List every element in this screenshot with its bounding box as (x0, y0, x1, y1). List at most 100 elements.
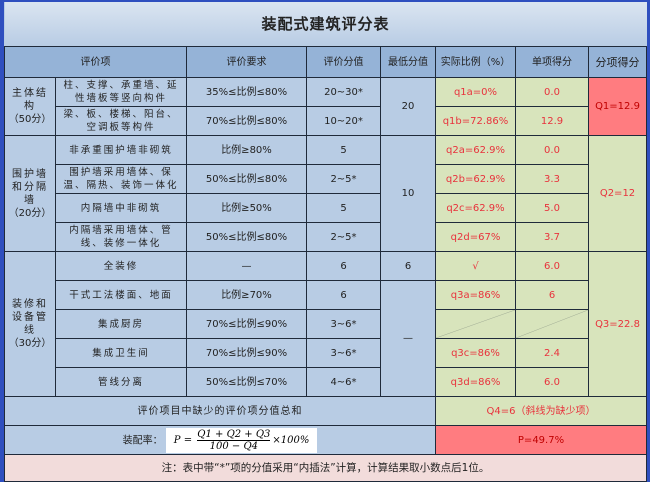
item-score: 3.7 (515, 222, 589, 252)
item-name: 全装修 (55, 251, 187, 281)
item-requirement: 50%≤比例≤70% (186, 367, 307, 397)
actual-ratio: √ (435, 251, 516, 281)
subtotal-score: Q2=12 (587, 135, 648, 252)
actual-ratio: q3c=86% (435, 338, 516, 368)
actual-ratio: q3a=86% (435, 280, 516, 310)
formula-suffix: ×100% (272, 434, 310, 446)
assembly-rate-formula: P = Q1 + Q2 + Q3 100 − Q4 ×100% (165, 427, 318, 453)
category-cell: 主体结构 （50分） (4, 77, 56, 136)
actual-ratio: q2a=62.9% (435, 135, 516, 165)
item-requirement: 50%≤比例≤80% (186, 222, 307, 252)
item-name: 干式工法楼面、地面 (55, 280, 187, 310)
item-requirement: 50%≤比例≤80% (186, 164, 307, 194)
table-row: 干式工法楼面、地面 比例≥70% 6— q3a=86% 6 (5, 280, 647, 397)
item-requirement: 比例≥80% (186, 135, 307, 165)
table-row: 围护墙和分隔墙 （20分） 非承重围护墙非砌筑 比例≥80% 5 10 q2a=62.9% 0… (4, 135, 648, 252)
missing-item-slash (435, 309, 516, 339)
header-min-score: 最低分值 (380, 46, 436, 78)
item-score-value: 6 (306, 251, 381, 281)
item-score: 12.9 (515, 106, 589, 136)
footnote: 注：表中带“*”项的分值采用“内插法”计算，计算结果取小数点后1位。 (3, 454, 648, 482)
formula-denominator: 100 − Q4 (209, 440, 259, 452)
item-name: 非承重围护墙非砌筑 (55, 135, 187, 165)
table-row: 集成卫生间 70%≤比例≤90% 3~6* q3c=86% 2.4 (5, 338, 647, 368)
category-name: 围护墙和分隔墙 (12, 168, 48, 206)
category-cell: 围护墙和分隔墙 （20分） (4, 135, 56, 252)
item-score-value: 10~20* (306, 106, 381, 136)
missing-items-value: Q4=6（斜线为缺少项） (434, 396, 648, 426)
subtotal-score: Q1=12.9 (587, 77, 648, 136)
table-row: 内隔墙中非砌筑 比例≥50% 5 q2c=62.9% 5.0 (5, 193, 647, 223)
header-score-value: 评价分值 (306, 46, 381, 78)
actual-ratio: q2d=67% (435, 222, 516, 252)
item-requirement: 35%≤比例≤80% (186, 77, 307, 107)
item-name: 集成厨房 (55, 309, 187, 339)
score-sheet: 装配式建筑评分表 评价项 评价要求 评价分值 最低分值 实际比例（%） 单项得分… (3, 2, 648, 482)
item-requirement: 70%≤比例≤90% (186, 309, 307, 339)
item-score-value: 5 (306, 135, 381, 165)
item-score: 3.3 (515, 164, 589, 194)
table-row: 梁、板、楼梯、阳台、空调板等构件 70%≤比例≤80% 10~20* q1b=72.8… (5, 106, 647, 136)
item-requirement: — (186, 251, 307, 281)
item-score-value: 5 (306, 193, 381, 223)
table-row: 管线分离 50%≤比例≤70% 4~6* q3d=86% 6.0 (5, 367, 647, 397)
item-score: 6.0 (515, 251, 589, 281)
category-name: 主体结构 (12, 88, 48, 112)
assembly-rate-label: 装配率： (122, 435, 163, 446)
formula-lhs: P = (173, 434, 193, 446)
item-score-value: 6 (306, 280, 381, 310)
item-name: 内隔墙中非砌筑 (55, 193, 187, 223)
item-score-value: 3~6* (306, 309, 381, 339)
formula-numerator: Q1 + Q2 + Q3 (197, 428, 271, 441)
item-score-value: 4~6* (306, 367, 381, 397)
item-requirement: 比例≥70% (186, 280, 307, 310)
header-requirement: 评价要求 (186, 46, 307, 78)
category-points: （30分） (8, 338, 52, 349)
actual-ratio: q1b=72.86% (435, 106, 516, 136)
item-requirement: 70%≤比例≤90% (186, 338, 307, 368)
category-name: 装修和设备管线 (12, 299, 48, 336)
table-row: 集成厨房 70%≤比例≤90% 3~6* (5, 309, 647, 339)
min-score: — (380, 280, 436, 397)
header-subtotal: 分项得分 (587, 46, 648, 78)
min-score: 6 (380, 251, 436, 281)
score-table: 装配式建筑评分表 评价项 评价要求 评价分值 最低分值 实际比例（%） 单项得分… (3, 2, 648, 482)
item-score-value: 3~6* (306, 338, 381, 368)
item-score: 6 (515, 280, 589, 310)
item-score: 0.0 (515, 77, 589, 107)
item-score-value: 2~5* (306, 222, 381, 252)
min-score: 10 (380, 135, 436, 252)
item-requirement: 70%≤比例≤80% (186, 106, 307, 136)
item-score: 5.0 (515, 193, 589, 223)
category-points: （50分） (8, 114, 52, 125)
header-item: 评价项 (4, 46, 187, 78)
table-row: 围护墙采用墙体、保温、隔热、装饰一体化 50%≤比例≤80% 2~5* q2b=62.… (5, 164, 647, 194)
header-item-score: 单项得分 (515, 46, 589, 78)
item-name: 管线分离 (55, 367, 187, 397)
item-name: 柱、支撑、承重墙、延性墙板等竖向构件 (55, 77, 187, 107)
item-requirement: 比例≥50% (186, 193, 307, 223)
item-name: 围护墙采用墙体、保温、隔热、装饰一体化 (55, 164, 187, 194)
table-row: 内隔墙采用墙体、管线、装修一体化 50%≤比例≤80% 2~5* q2d=67% 3.7 (5, 222, 647, 252)
actual-ratio: q1a=0% (435, 77, 516, 107)
missing-items-label: 评价项目中缺少的评价项分值总和 (4, 396, 436, 426)
item-name: 梁、板、楼梯、阳台、空调板等构件 (55, 106, 187, 136)
category-cell: 装修和设备管线 （30分） (4, 251, 56, 397)
assembly-rate-value: P=49.7% (434, 425, 648, 455)
subtotal-score: Q3=22.8 (587, 251, 648, 397)
table-row: 装修和设备管线 （30分） 全装修 —6 6 √ 6.0 Q3=22.8 (4, 251, 648, 397)
item-score: 6.0 (515, 367, 589, 397)
missing-item-slash (515, 309, 589, 339)
item-score-value: 20~30* (306, 77, 381, 107)
item-name: 集成卫生间 (55, 338, 187, 368)
table-title: 装配式建筑评分表 (4, 2, 647, 47)
header-actual-ratio: 实际比例（%） (435, 46, 516, 78)
category-points: （20分） (8, 207, 52, 219)
actual-ratio: q3d=86% (435, 367, 516, 397)
item-score-value: 2~5* (306, 164, 381, 194)
item-score: 0.0 (515, 135, 589, 165)
item-score: 2.4 (515, 338, 589, 368)
assembly-rate-label-cell: 装配率： P = Q1 + Q2 + Q3 100 − Q4 ×100% (4, 425, 436, 455)
table-row: 主体结构 （50分） 柱、支撑、承重墙、延性墙板等竖向构件 35%≤比例≤80% 20~… (4, 77, 648, 136)
actual-ratio: q2c=62.9% (435, 193, 516, 223)
